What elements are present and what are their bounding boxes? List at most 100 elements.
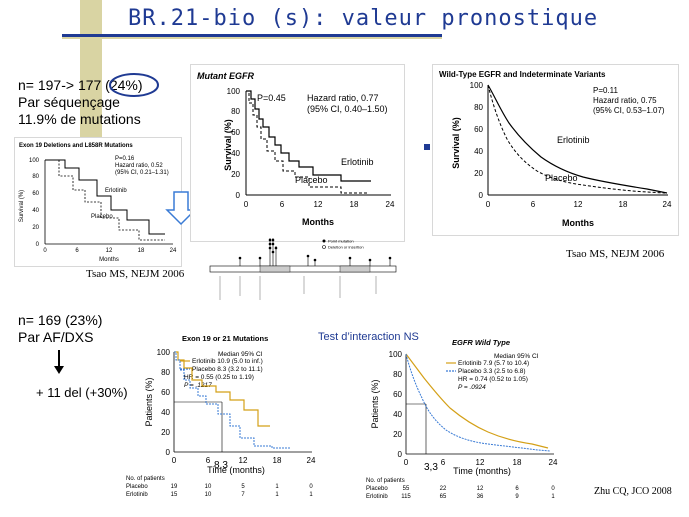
svg-text:12: 12: [477, 486, 484, 492]
svg-text:24: 24: [549, 458, 558, 467]
svg-text:40: 40: [231, 149, 240, 158]
svg-text:0: 0: [43, 248, 47, 254]
svg-text:22: 22: [440, 486, 447, 492]
svg-text:80: 80: [474, 103, 483, 112]
erlotinib-label: Erlotinib: [341, 157, 374, 167]
x-axis-label: Months: [562, 218, 594, 228]
x-axis-label: Time (months): [207, 465, 265, 475]
svg-text:80: 80: [32, 174, 39, 180]
nrisk-title: No. of patients: [366, 478, 405, 484]
y-ticks: 0 20 40 60 80 100: [470, 81, 484, 200]
x-axis-label: Time (months): [453, 466, 511, 476]
svg-text:0: 0: [486, 200, 491, 209]
chart-stat-hr: Hazard ratio, 0.75: [593, 96, 657, 105]
legend-erlotinib: Erlotinib 7.9 (5.7 to 10.4): [458, 360, 529, 367]
svg-text:100: 100: [470, 81, 484, 90]
y-ticks: 0 20 40 60 80 100: [29, 158, 40, 248]
placebo-label: Placebo: [91, 214, 113, 220]
svg-text:60: 60: [474, 125, 483, 134]
reference-tsao-right: Tsao MS, NEJM 2006: [566, 248, 665, 260]
svg-text:1: 1: [551, 494, 555, 500]
chart-stat-p: P=0.45: [257, 93, 286, 103]
x-ticks: 0 6 12 18 24: [43, 248, 177, 254]
legend-erlotinib: Erlotinib 10.9 (5.0 to inf.): [192, 358, 263, 365]
y-axis-label: Survival (%): [451, 117, 461, 169]
legend-header: Median 95% CI: [494, 353, 539, 360]
svg-text:20: 20: [32, 225, 39, 231]
svg-text:0: 0: [36, 242, 40, 248]
reference-tsao-left: Tsao MS, NEJM 2006: [86, 268, 185, 280]
svg-text:0: 0: [309, 484, 313, 490]
x-ticks: 0 6 12 18 24: [244, 200, 395, 209]
sample-text-line-5: Par AF/DXS: [18, 329, 94, 345]
svg-text:0: 0: [404, 458, 409, 467]
x-axis-label: Months: [302, 217, 334, 227]
decorative-rule: [62, 34, 442, 37]
erlotinib-curve: [246, 90, 371, 182]
svg-text:Erlotinib: Erlotinib: [126, 492, 148, 498]
chart-title: Wild-Type EGFR and Indeterminate Variant…: [439, 70, 606, 79]
svg-text:0: 0: [398, 450, 403, 459]
svg-text:24: 24: [170, 248, 177, 254]
svg-text:6: 6: [515, 486, 519, 492]
svg-text:12: 12: [314, 200, 323, 209]
svg-text:18: 18: [350, 200, 359, 209]
svg-text:80: 80: [393, 370, 402, 379]
svg-text:100: 100: [227, 87, 241, 96]
placebo-curve: [246, 90, 369, 194]
svg-text:0: 0: [236, 191, 241, 200]
y-ticks: 0 20 40 60 80 100: [227, 87, 241, 200]
erlotinib-curve: [45, 159, 165, 235]
svg-text:40: 40: [32, 208, 39, 214]
svg-text:15: 15: [171, 492, 178, 498]
svg-text:7: 7: [241, 492, 245, 498]
erlotinib-curve: [405, 353, 549, 449]
svg-text:Placebo: Placebo: [126, 484, 148, 490]
svg-text:1: 1: [275, 492, 279, 498]
highlight-ellipse: [109, 73, 159, 97]
svg-text:60: 60: [231, 128, 240, 137]
svg-text:6: 6: [441, 458, 446, 467]
svg-text:60: 60: [161, 388, 170, 397]
interaction-test-label: Test d’interaction NS: [318, 331, 419, 343]
svg-text:24: 24: [663, 200, 672, 209]
svg-text:18: 18: [619, 200, 628, 209]
sample-text-line-4: n= 169 (23%): [18, 312, 103, 328]
erlotinib-label: Erlotinib: [557, 135, 590, 145]
svg-text:20: 20: [393, 430, 402, 439]
svg-text:24: 24: [386, 200, 395, 209]
median-marker-label: 3,3: [424, 462, 438, 473]
svg-text:60: 60: [32, 191, 39, 197]
km-chart-mutant-egfr: Mutant EGFR P=0.45 Hazard ratio, 0.77 (9…: [197, 71, 395, 227]
svg-text:12: 12: [106, 248, 113, 254]
chart-title: Exon 19 Deletions and L858R Mutations: [19, 143, 133, 149]
svg-text:20: 20: [231, 170, 240, 179]
svg-text:0: 0: [166, 448, 171, 457]
svg-text:1: 1: [275, 484, 279, 490]
placebo-curve: [174, 351, 290, 449]
chart-stat-p: P = .0924: [458, 384, 486, 391]
svg-text:6: 6: [75, 248, 79, 254]
chart-title: EGFR Wild Type: [452, 338, 510, 347]
svg-text:0: 0: [551, 486, 555, 492]
km-chart-zhu-mutations: Exon 19 or 21 Mutations Median 95% CI Er…: [126, 334, 316, 498]
y-axis-label: Patients (%): [144, 377, 154, 426]
bullet-marker: [424, 144, 430, 150]
decorative-rule-secondary: [62, 37, 442, 39]
chart-stat-hr: Hazard ratio, 0.52: [115, 163, 163, 169]
nrisk-table: Placebo 55 22 12 6 0 Erlotinib 115 65 36…: [366, 486, 555, 500]
svg-text:55: 55: [403, 486, 410, 492]
erlotinib-curve: [174, 351, 270, 427]
svg-text:60: 60: [393, 390, 402, 399]
erlotinib-label: Erlotinib: [105, 188, 127, 194]
arrow-down-left-icon: [165, 191, 197, 226]
chart-title: Mutant EGFR: [197, 71, 254, 81]
svg-text:40: 40: [161, 408, 170, 417]
svg-text:80: 80: [231, 107, 240, 116]
x-ticks: 0 6 12 18 24: [486, 200, 672, 209]
svg-text:Deletion or insertion: Deletion or insertion: [328, 245, 364, 250]
slide-title: BR.21-bio (s): valeur pronostique: [128, 6, 599, 31]
legend-placebo: Placebo 8.3 (3.2 to 11.1): [192, 366, 263, 373]
placebo-curve: [487, 84, 666, 194]
svg-text:18: 18: [513, 458, 522, 467]
